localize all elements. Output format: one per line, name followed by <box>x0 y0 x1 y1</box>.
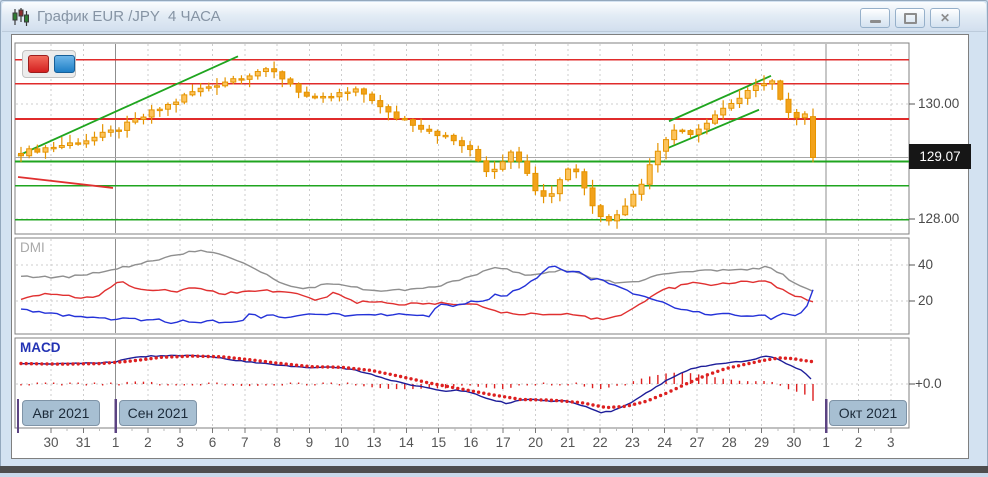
date-tick-label: 20 <box>527 435 544 450</box>
month-label-aug: Авг 2021 <box>22 400 100 426</box>
chart-icon <box>10 7 30 27</box>
buy-quick-button[interactable] <box>54 55 75 73</box>
date-tick-label: 27 <box>689 435 705 450</box>
date-tick-label: 3 <box>176 435 184 450</box>
date-tick-label: 1 <box>111 435 120 450</box>
date-tick-label: 22 <box>592 435 608 450</box>
date-tick-label: 8 <box>273 435 281 450</box>
current-price-badge: 129.07 <box>909 144 971 169</box>
date-tick-label: 13 <box>366 435 382 450</box>
price-axis-label-128: 128.00 <box>918 211 960 226</box>
bottom-strip <box>0 466 988 473</box>
date-tick-label: 31 <box>75 435 91 450</box>
title-bar[interactable]: График EUR /JPY 4 ЧАСА ✕ <box>2 2 986 32</box>
date-tick-label: 16 <box>463 435 479 450</box>
date-tick-label: 10 <box>334 435 350 450</box>
close-icon: ✕ <box>939 11 951 25</box>
macd-ytick-zero: +0.0 <box>915 376 942 391</box>
date-tick-label: 23 <box>624 435 640 450</box>
date-tick-label: 3 <box>887 435 895 450</box>
date-tick-label: 24 <box>657 435 673 450</box>
date-tick-label: 15 <box>431 435 447 450</box>
date-tick-label: 30 <box>786 435 802 450</box>
chart-window: 130.00 129.07 128.00 40 20 +0.0 DMI MACD… <box>0 0 988 467</box>
dmi-ytick-20: 20 <box>918 293 934 308</box>
date-tick-label: 30 <box>43 435 59 450</box>
minimize-button[interactable] <box>860 8 890 28</box>
date-tick-label: 7 <box>241 435 249 450</box>
date-tick-label: 2 <box>144 435 152 450</box>
close-button[interactable]: ✕ <box>930 8 960 28</box>
date-tick-label: 2 <box>854 435 863 450</box>
date-tick-label: 6 <box>208 435 217 450</box>
price-axis-label-130: 130.00 <box>918 96 960 111</box>
date-tick-label: 21 <box>560 435 576 450</box>
restore-button[interactable] <box>895 8 925 28</box>
date-tick-label: 29 <box>754 435 770 450</box>
chart-canvas[interactable] <box>1 1 988 467</box>
restore-icon <box>903 12 917 24</box>
month-label-sep: Сен 2021 <box>119 400 197 426</box>
sell-quick-button[interactable] <box>28 55 49 73</box>
minimize-icon <box>869 20 881 23</box>
date-tick-label: 14 <box>398 435 414 450</box>
month-label-oct: Окт 2021 <box>829 400 907 426</box>
date-tick-label: 9 <box>305 435 314 450</box>
date-tick-label: 17 <box>495 435 511 450</box>
date-tick-label: 28 <box>721 435 737 450</box>
window-controls: ✕ <box>860 8 960 28</box>
indicator-label-macd: MACD <box>20 340 61 355</box>
dmi-ytick-40: 40 <box>918 257 934 272</box>
indicator-label-dmi: DMI <box>20 240 45 255</box>
date-tick-label: 1 <box>822 435 830 450</box>
window-title: График EUR /JPY 4 ЧАСА <box>37 8 221 25</box>
chart-toolbar <box>22 50 76 78</box>
